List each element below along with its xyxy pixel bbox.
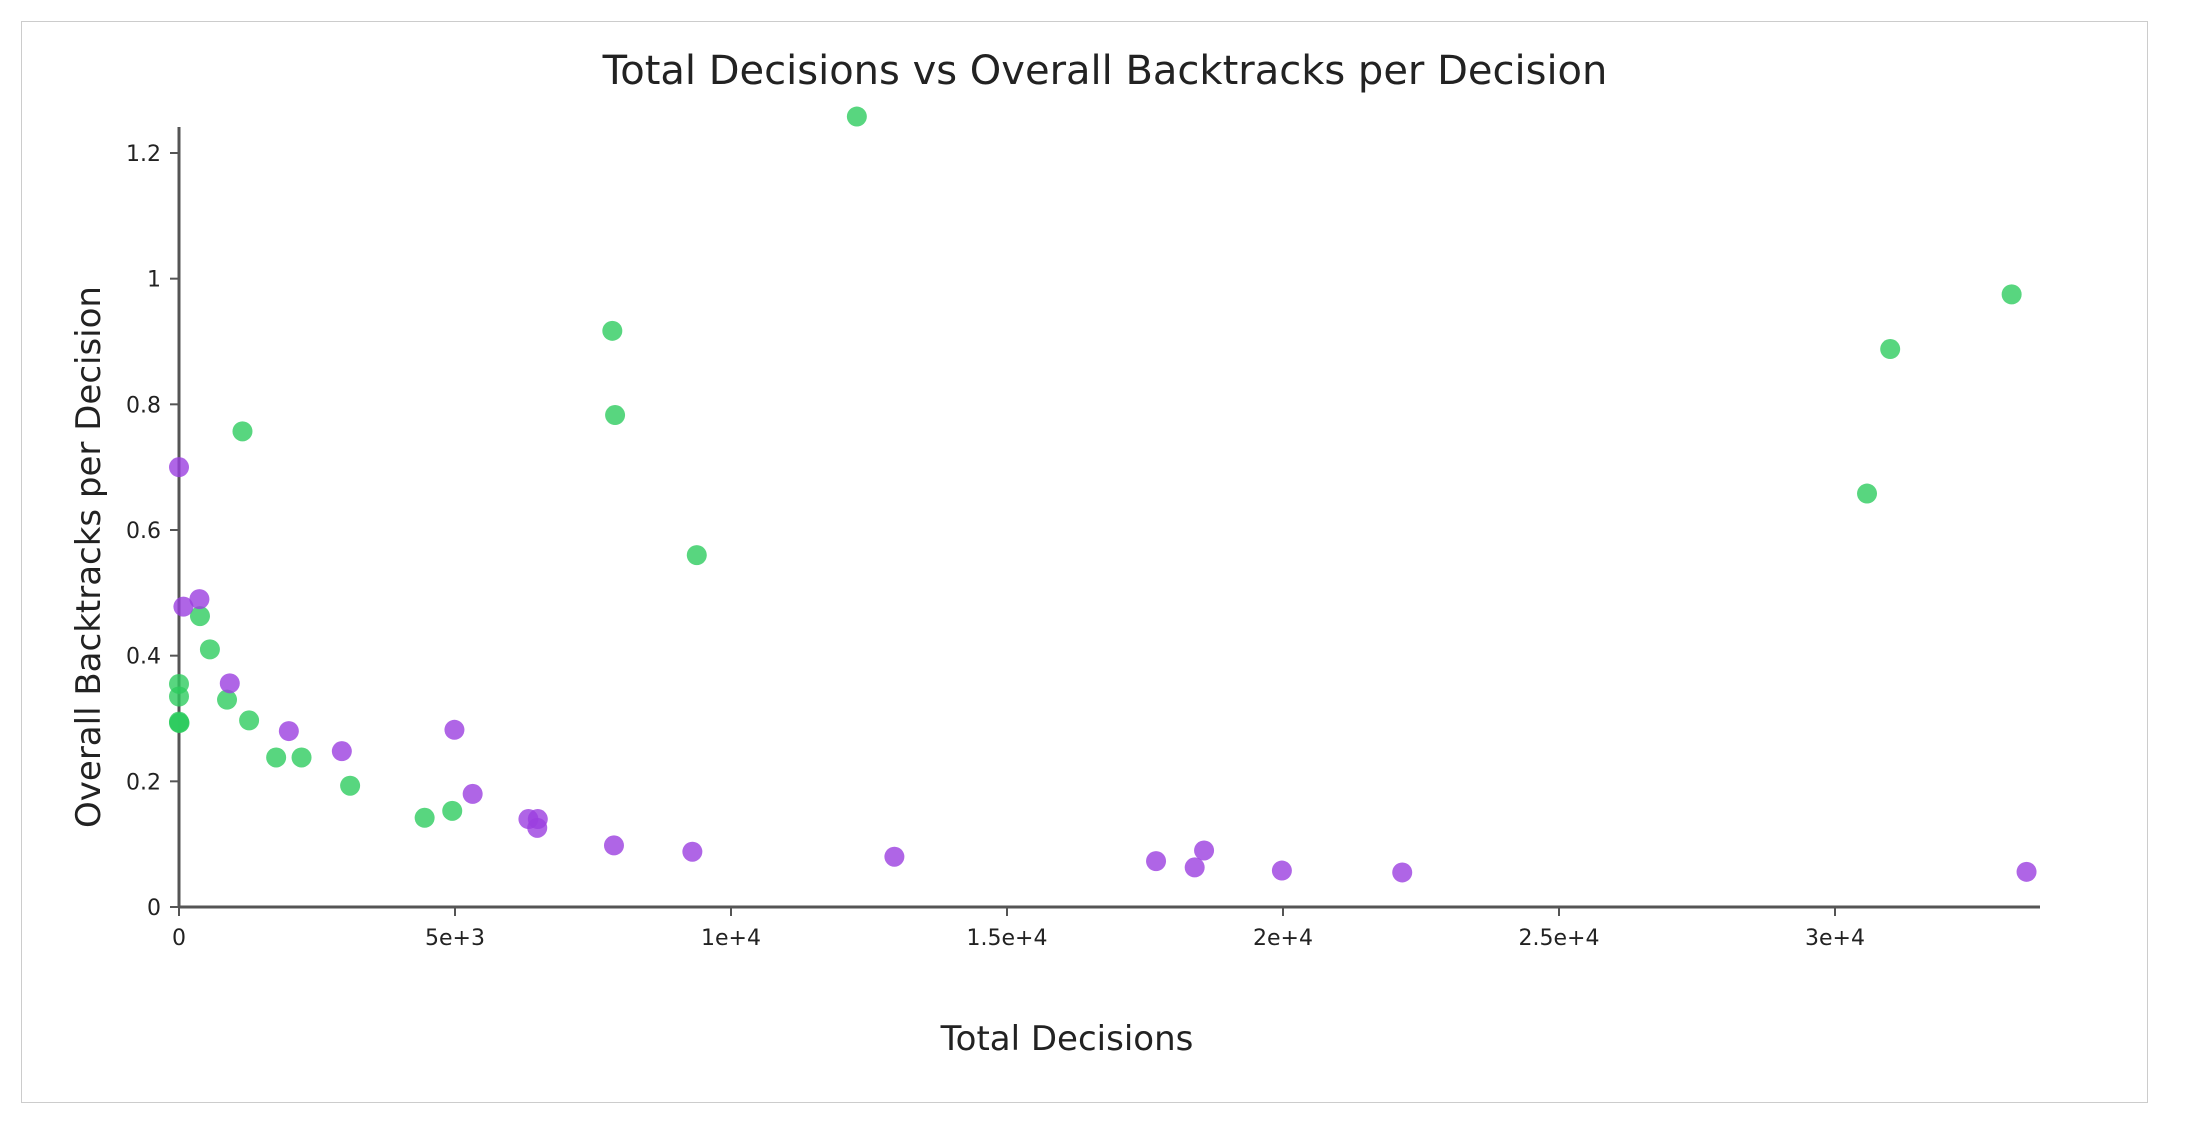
y-tick-label: 1 bbox=[147, 268, 161, 293]
x-tick-label: 5e+3 bbox=[425, 926, 485, 951]
axes: 0 5e+3 1e+4 1.5e+4 2e+4 2.5e+4 3e+4 0 0.2 0.4 0.6 0… bbox=[126, 127, 2040, 951]
data-point-series-1 bbox=[232, 421, 253, 442]
x-tick-label: 2e+4 bbox=[1253, 926, 1313, 951]
x-tick-label: 0 bbox=[172, 926, 186, 951]
data-point-series-2 bbox=[603, 835, 624, 856]
data-point-series-1 bbox=[291, 747, 312, 768]
data-point-series-1 bbox=[266, 747, 287, 768]
data-point-series-1 bbox=[239, 710, 260, 731]
data-point-series-2 bbox=[278, 721, 299, 742]
data-point-series-1 bbox=[686, 545, 707, 566]
data-point-series-1 bbox=[602, 320, 623, 341]
data-point-series-1 bbox=[169, 686, 189, 707]
data-point-series-2 bbox=[219, 673, 240, 694]
y-tick-label: 0.6 bbox=[126, 519, 161, 544]
data-point-series-1 bbox=[442, 800, 463, 821]
chart-frame: Total Decisions vs Overall Backtracks pe… bbox=[21, 21, 2148, 1103]
x-tick-label: 1e+4 bbox=[701, 926, 761, 951]
data-point-series-2 bbox=[331, 741, 352, 762]
y-axis-label: Overall Backtracks per Decision bbox=[69, 286, 109, 828]
data-point-series-2 bbox=[169, 457, 189, 478]
data-point-series-1 bbox=[1880, 339, 1901, 360]
data-point-series-1 bbox=[169, 712, 190, 733]
data-point-series-1 bbox=[340, 775, 361, 796]
data-point-series-2 bbox=[1271, 860, 1292, 881]
data-point-series-2 bbox=[173, 596, 194, 617]
data-point-series-1 bbox=[189, 606, 210, 627]
scatter-chart: Total Decisions vs Overall Backtracks pe… bbox=[69, 48, 2040, 1059]
data-point-series-2 bbox=[527, 809, 548, 830]
data-point-series-2 bbox=[1184, 857, 1205, 878]
data-point-series-2 bbox=[884, 846, 905, 867]
data-point-series-2 bbox=[2016, 861, 2037, 882]
data-point-series-2 bbox=[462, 783, 483, 804]
x-tick-label: 3e+4 bbox=[1805, 926, 1865, 951]
y-tick-label: 0.2 bbox=[126, 770, 161, 795]
data-point-series-2 bbox=[444, 719, 465, 740]
data-point-series-2 bbox=[1146, 851, 1167, 872]
data-point-series-1 bbox=[414, 807, 435, 828]
data-point-series-2 bbox=[1194, 840, 1215, 861]
data-points bbox=[169, 106, 2037, 883]
data-point-series-2 bbox=[189, 589, 210, 610]
data-point-series-1 bbox=[2001, 284, 2022, 305]
data-point-series-2 bbox=[1392, 862, 1413, 883]
data-point-series-1 bbox=[199, 639, 220, 660]
x-axis-label: Total Decisions bbox=[940, 1019, 1194, 1059]
y-tick-label: 0.4 bbox=[126, 645, 161, 670]
x-tick-label: 2.5e+4 bbox=[1519, 926, 1600, 951]
data-point-series-1 bbox=[1857, 483, 1878, 504]
y-tick-label: 0.8 bbox=[126, 393, 161, 418]
chart-title: Total Decisions vs Overall Backtracks pe… bbox=[602, 48, 1608, 94]
y-tick-label: 1.2 bbox=[126, 142, 161, 167]
data-point-series-1 bbox=[605, 405, 626, 426]
data-point-series-1 bbox=[217, 689, 238, 710]
x-tick-label: 1.5e+4 bbox=[967, 926, 1048, 951]
data-point-series-1 bbox=[846, 106, 867, 127]
data-point-series-2 bbox=[682, 841, 703, 862]
y-tick-label: 0 bbox=[147, 896, 161, 921]
